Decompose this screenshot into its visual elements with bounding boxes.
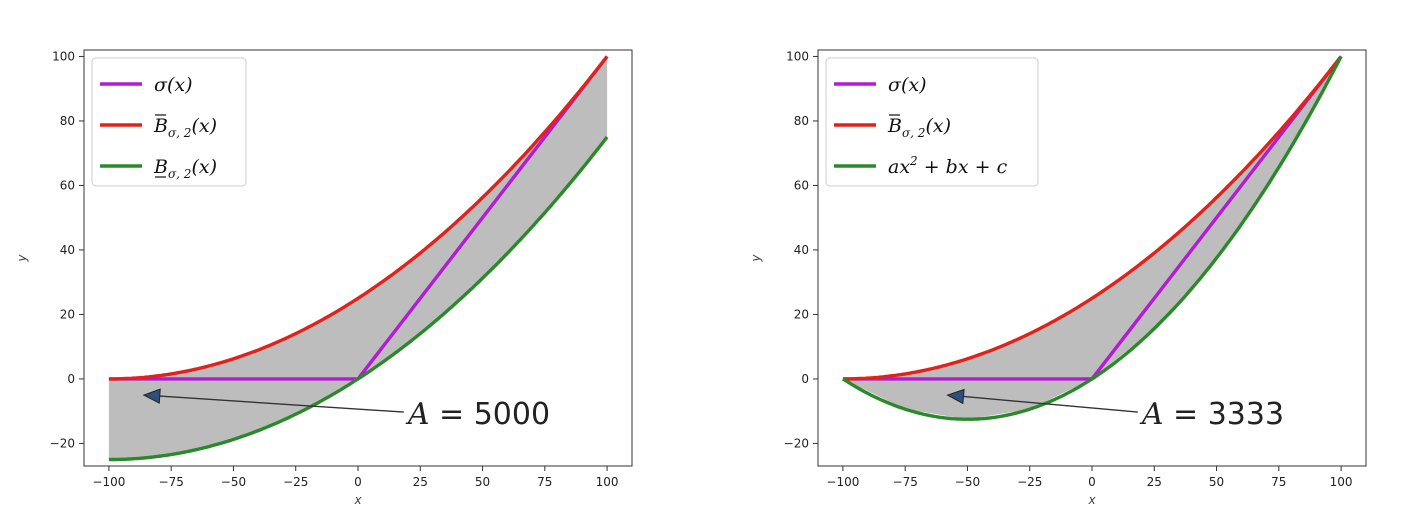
legend-box bbox=[91, 57, 247, 187]
annotation-area-label: A = 5000 bbox=[405, 397, 550, 432]
y-tick-label: 100 bbox=[786, 49, 809, 63]
y-tick-label: 60 bbox=[794, 178, 809, 192]
legend-label-sigma: σ(x) bbox=[154, 74, 193, 96]
x-tick-label: 0 bbox=[1088, 475, 1096, 489]
annotation-area-label: A = 3333 bbox=[1139, 397, 1284, 432]
fill-region bbox=[842, 56, 1342, 420]
legend: σ(x)Bσ, 2(x)ax2 + bx + c bbox=[825, 57, 1039, 187]
annotation-arrow-head bbox=[946, 388, 965, 405]
y-tick-label: 60 bbox=[60, 178, 75, 192]
legend-box bbox=[825, 57, 1039, 187]
x-tick-label: 25 bbox=[413, 475, 428, 489]
y-tick-label: 80 bbox=[60, 114, 75, 128]
chart-panel-1: −100 −75 −50 −25 0 25 50 75 100 −20 0 20 40 60 80 100 x y… bbox=[15, 49, 633, 507]
x-tick-label: −25 bbox=[283, 475, 308, 489]
annotation-arrow-head bbox=[142, 388, 161, 404]
legend: σ(x)Bσ, 2(x)Bσ, 2(x) bbox=[91, 57, 247, 187]
x-tick-label: 0 bbox=[354, 475, 362, 489]
x-axis-label: x bbox=[1087, 493, 1096, 507]
annotation-arrow-shaft bbox=[159, 395, 404, 413]
x-tick-label: −100 bbox=[92, 475, 125, 489]
y-tick-label: 40 bbox=[60, 243, 75, 257]
x-tick-label: −50 bbox=[221, 475, 246, 489]
x-tick-label: −50 bbox=[955, 475, 980, 489]
x-axis-label: x bbox=[353, 493, 362, 507]
x-tick-label: −75 bbox=[893, 475, 918, 489]
x-tick-label: 100 bbox=[596, 475, 619, 489]
y-tick-label: 0 bbox=[801, 372, 809, 386]
fill-region bbox=[108, 56, 608, 460]
chart-panel-2: −100 −75 −50 −25 0 25 50 75 100 −20 0 20 40 60 80 100 x y… bbox=[749, 49, 1367, 507]
y-tick-label: 80 bbox=[794, 114, 809, 128]
y-tick-label: 100 bbox=[52, 49, 75, 63]
x-tick-label: −100 bbox=[826, 475, 859, 489]
x-tick-label: 50 bbox=[475, 475, 490, 489]
x-tick-label: 75 bbox=[1271, 475, 1286, 489]
y-tick-label: −20 bbox=[784, 436, 809, 450]
x-tick-label: 25 bbox=[1147, 475, 1162, 489]
annotation-arrow-shaft bbox=[963, 395, 1138, 413]
legend-label-sigma: σ(x) bbox=[888, 74, 927, 96]
y-tick-label: 40 bbox=[794, 243, 809, 257]
series-line-B_upper bbox=[842, 55, 1343, 381]
x-tick-label: −25 bbox=[1017, 475, 1042, 489]
x-tick-label: −75 bbox=[159, 475, 184, 489]
x-tick-label: 75 bbox=[537, 475, 552, 489]
series-line-quad bbox=[841, 55, 1343, 421]
y-axis-label: y bbox=[15, 254, 29, 263]
y-tick-label: 20 bbox=[794, 307, 809, 321]
series-line-B_lower bbox=[108, 136, 609, 462]
y-tick-label: 0 bbox=[67, 372, 75, 386]
y-tick-label: 20 bbox=[60, 307, 75, 321]
y-axis-label: y bbox=[749, 254, 763, 263]
y-tick-label: −20 bbox=[50, 436, 75, 450]
series-line-B_upper bbox=[108, 55, 609, 381]
legend-label-quad: ax2 + bx + c bbox=[888, 154, 1008, 178]
x-tick-label: 100 bbox=[1330, 475, 1353, 489]
x-tick-label: 50 bbox=[1209, 475, 1224, 489]
